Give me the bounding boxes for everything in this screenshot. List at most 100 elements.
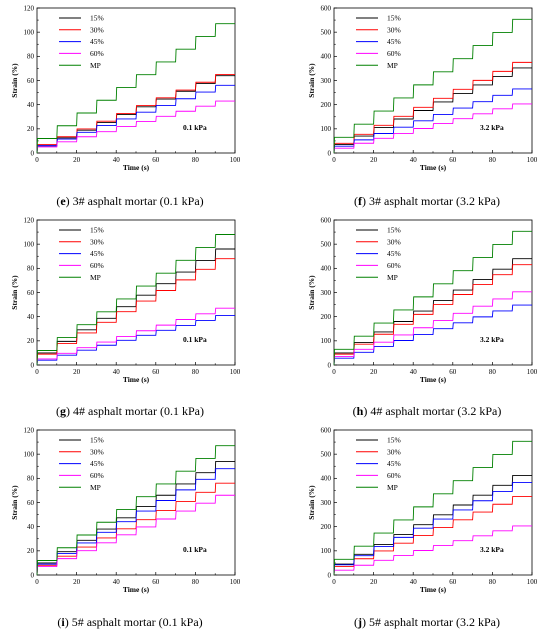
series-line-45%: [36, 468, 235, 576]
legend-label: 45%: [387, 37, 401, 46]
x-tick-label: 0: [35, 368, 39, 376]
pressure-annotation: 3.2 kPa: [480, 123, 504, 132]
chart-panel-e: 0 20 40 60 80 100 0 20 40 60 80 100 120 Time (s) Strai…: [10, 4, 241, 208]
y-tick-label: 300: [321, 77, 332, 85]
y-tick-label: 120: [24, 4, 35, 12]
caption-text: 3# asphalt mortar (3.2 kPa): [369, 194, 500, 208]
x-axis-label: Time (s): [123, 375, 150, 384]
series-line-MP: [333, 18, 532, 154]
y-axis-label: Strain (%): [10, 275, 19, 310]
series-line-30%: [333, 496, 532, 576]
x-tick-label: 40: [113, 368, 121, 376]
y-tick-label: 120: [24, 216, 35, 224]
caption-id: e: [60, 194, 66, 208]
legend-label: 15%: [90, 14, 104, 23]
caption-text: 3# asphalt mortar (0.1 kPa): [73, 194, 204, 208]
panel-caption: (i) 5# asphalt mortar (0.1 kPa): [57, 615, 202, 629]
y-tick-label: 400: [321, 475, 332, 483]
y-tick-label: 80: [27, 53, 35, 61]
series-line-60%: [36, 307, 235, 366]
x-tick-label: 60: [449, 578, 457, 586]
caption-paren-close: ): [362, 194, 369, 208]
x-axis-label: Time (s): [420, 163, 447, 172]
legend-label: MP: [90, 273, 101, 282]
x-axis-label: Time (s): [123, 163, 150, 172]
y-tick-label: 200: [321, 313, 332, 321]
legend-label: 30%: [90, 237, 104, 246]
x-tick-label: 80: [192, 578, 200, 586]
x-tick-label: 100: [527, 578, 538, 586]
x-tick-label: 80: [192, 156, 200, 164]
x-tick-label: 100: [230, 368, 241, 376]
series-line-30%: [333, 264, 532, 366]
y-tick-label: 100: [321, 125, 332, 133]
y-tick-label: 0: [328, 361, 332, 369]
pressure-annotation: 0.1 kPa: [183, 123, 207, 132]
x-tick-label: 0: [35, 578, 39, 586]
chart-panel-g: 0 20 40 60 80 100 0 20 40 60 80 100 120 Time (s) Strai…: [10, 216, 241, 418]
caption-paren-open: (: [353, 404, 357, 418]
x-tick-label: 0: [332, 578, 336, 586]
x-tick-label: 40: [410, 578, 418, 586]
y-tick-label: 60: [27, 289, 35, 297]
x-tick-label: 0: [332, 368, 336, 376]
legend-label: MP: [90, 61, 101, 70]
panel-caption: (e) 3# asphalt mortar (0.1 kPa): [56, 194, 203, 208]
y-tick-label: 0: [31, 571, 35, 579]
y-axis-label: Strain (%): [307, 63, 316, 98]
legend-label: 60%: [387, 49, 401, 58]
y-tick-label: 500: [321, 451, 332, 459]
y-tick-label: 400: [321, 53, 332, 61]
pressure-annotation: 3.2 kPa: [480, 545, 504, 554]
series-line-30%: [36, 258, 235, 366]
pressure-annotation: 3.2 kPa: [480, 335, 504, 344]
x-tick-label: 40: [410, 156, 418, 164]
legend-label: 15%: [387, 226, 401, 235]
caption-id: h: [357, 404, 364, 418]
caption-paren-open: (: [56, 404, 60, 418]
y-tick-label: 20: [27, 125, 35, 133]
x-tick-label: 80: [192, 368, 200, 376]
y-tick-label: 80: [27, 475, 35, 483]
caption-paren-close: ): [65, 615, 72, 629]
y-tick-label: 200: [321, 101, 332, 109]
y-tick-label: 0: [328, 571, 332, 579]
caption-id: j: [357, 615, 362, 629]
legend-label: 30%: [90, 25, 104, 34]
legend-label: 60%: [387, 261, 401, 270]
y-tick-label: 100: [24, 241, 35, 249]
series-line-60%: [333, 525, 532, 576]
x-axis-label: Time (s): [420, 375, 447, 384]
y-tick-label: 40: [27, 313, 35, 321]
y-axis-label: Strain (%): [307, 485, 316, 520]
x-tick-label: 80: [489, 368, 497, 376]
legend-label: MP: [387, 483, 398, 492]
x-tick-label: 60: [152, 368, 160, 376]
x-tick-label: 20: [370, 368, 378, 376]
caption-paren-close: ): [66, 404, 73, 418]
x-tick-label: 60: [152, 578, 160, 586]
legend-label: 45%: [387, 249, 401, 258]
series-line-30%: [333, 61, 532, 154]
y-tick-label: 60: [27, 77, 35, 85]
legend-label: 60%: [90, 471, 104, 480]
y-tick-label: 0: [31, 149, 35, 157]
panel-caption: (g) 4# asphalt mortar (0.1 kPa): [56, 404, 204, 418]
pressure-annotation: 0.1 kPa: [183, 545, 207, 554]
series-line-45%: [333, 481, 532, 576]
legend-label: MP: [387, 61, 398, 70]
series-line-MP: [36, 445, 235, 576]
x-tick-label: 40: [410, 368, 418, 376]
caption-id: i: [61, 615, 65, 629]
panel-caption: (f) 3# asphalt mortar (3.2 kPa): [354, 194, 500, 208]
series-line-MP: [36, 234, 235, 366]
y-tick-label: 600: [321, 216, 332, 224]
y-tick-label: 120: [24, 426, 35, 434]
legend-label: MP: [90, 483, 101, 492]
legend-label: 60%: [90, 49, 104, 58]
caption-text: 4# asphalt mortar (3.2 kPa): [370, 404, 501, 418]
caption-text: 4# asphalt mortar (0.1 kPa): [73, 404, 204, 418]
caption-text: 5# asphalt mortar (0.1 kPa): [72, 615, 203, 629]
legend-label: 30%: [387, 25, 401, 34]
y-tick-label: 0: [328, 149, 332, 157]
